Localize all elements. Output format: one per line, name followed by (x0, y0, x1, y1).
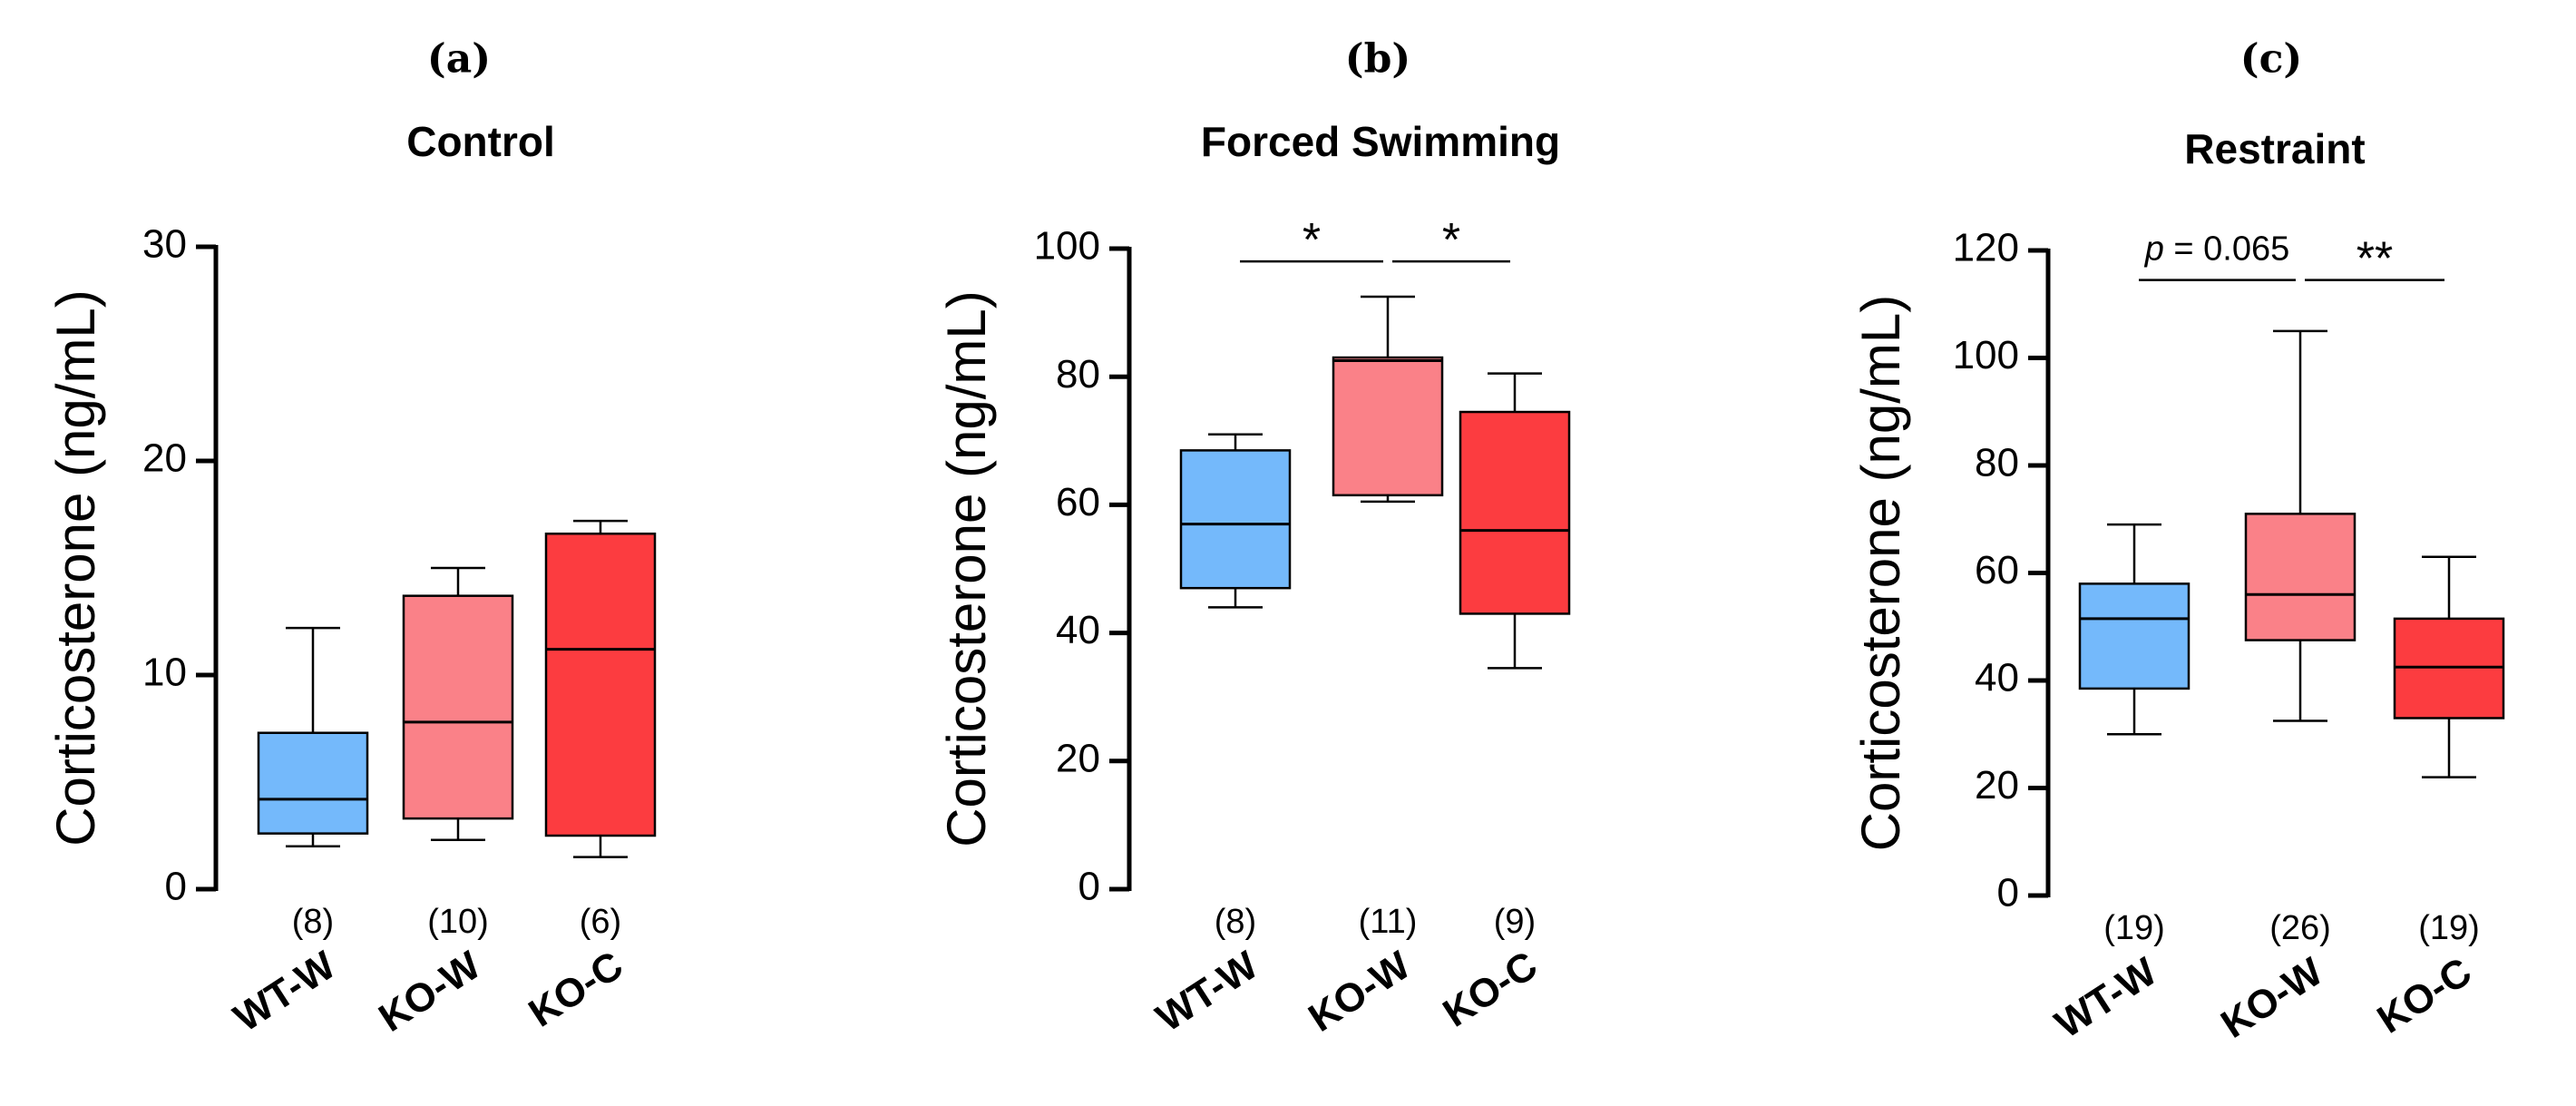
significance-marker: * (1303, 214, 1321, 267)
y-tick-label: 60 (1975, 548, 2019, 592)
panel-2: (b) Forced Swimming Corticosterone (ng/mL)… (936, 36, 1571, 1041)
box-ko-c (1459, 372, 1571, 670)
x-category-label: KO-W (2213, 949, 2331, 1047)
y-tick-label: 0 (1078, 865, 1100, 909)
iqr-box (1179, 449, 1292, 590)
x-category-label: KO-W (1301, 943, 1419, 1041)
iqr-box (1459, 410, 1571, 615)
y-tick-label: 20 (1975, 763, 2019, 807)
sample-size-label: (8) (292, 903, 334, 941)
significance-marker: * (1442, 214, 1460, 267)
chart-title: Restraint (2184, 125, 2365, 172)
sample-size-label: (9) (1494, 903, 1536, 941)
y-tick-label: 20 (142, 436, 187, 481)
y-tick-label: 100 (1034, 224, 1100, 269)
iqr-box (544, 532, 657, 837)
iqr-box (2078, 582, 2191, 690)
y-tick-label: 0 (165, 865, 187, 909)
y-tick-label: 30 (142, 222, 187, 267)
y-tick-label: 80 (1056, 352, 1100, 396)
sample-size-label: (19) (2103, 909, 2165, 947)
x-category-label: KO-C (1435, 943, 1545, 1035)
y-tick-label: 20 (1056, 736, 1100, 780)
sample-size-label: (11) (1359, 903, 1418, 941)
panel-1: (a) Control Corticosterone (ng/mL) 0 10 20 30 (… (45, 36, 657, 1041)
x-category-label: KO-C (521, 943, 630, 1035)
iqr-box (402, 594, 514, 820)
panel-label: (c) (2240, 36, 2302, 83)
panel-3: (c) Restraint Corticosterone (ng/mL) 0 20 40 6… (1850, 36, 2505, 1047)
iqr-box (257, 731, 369, 835)
x-category-label: WT-W (1148, 943, 1266, 1041)
box-wt-w (1179, 433, 1292, 609)
y-tick-label: 120 (1953, 226, 2019, 270)
y-axis-label: Corticosterone (ng/mL) (936, 290, 997, 847)
panel-label: (b) (1345, 36, 1410, 83)
y-tick-label: 100 (1953, 333, 2019, 377)
iqr-box (1332, 356, 1444, 497)
x-category-label: KO-C (2369, 949, 2479, 1042)
y-tick-label: 0 (1997, 871, 2019, 915)
y-tick-label: 40 (1056, 608, 1100, 652)
p-value: = 0.065 (2164, 230, 2289, 269)
box-wt-w (2078, 523, 2191, 736)
box-ko-w (2244, 329, 2356, 722)
sample-size-label: (26) (2269, 909, 2331, 947)
box-ko-w (402, 566, 514, 841)
panel-label: (a) (427, 36, 491, 83)
sample-size-label: (8) (1215, 903, 1256, 941)
p-value-label: p = 0.065 (2144, 230, 2290, 269)
iqr-box (2244, 513, 2356, 641)
x-category-label: WT-W (2047, 949, 2165, 1047)
chart-title: Control (406, 118, 555, 165)
box-ko-c (544, 519, 657, 858)
y-tick-label: 80 (1975, 441, 2019, 485)
chart-title: Forced Swimming (1201, 118, 1560, 165)
y-tick-label: 40 (1975, 656, 2019, 700)
sample-size-label: (6) (580, 903, 621, 941)
y-axis-label: Corticosterone (ng/mL) (1850, 295, 1911, 852)
sample-size-label: (19) (2418, 909, 2480, 947)
x-category-label: WT-W (226, 943, 344, 1041)
significance-marker: ** (2356, 233, 2393, 286)
y-tick-label: 10 (142, 651, 187, 695)
y-tick-label: 60 (1056, 480, 1100, 524)
x-category-label: KO-W (371, 943, 489, 1041)
y-axis-label: Corticosterone (ng/mL) (45, 289, 106, 847)
sample-size-label: (10) (427, 903, 489, 941)
box-ko-c (2393, 555, 2505, 778)
box-wt-w (257, 626, 369, 848)
p-symbol: p (2144, 230, 2164, 269)
box-ko-w (1332, 295, 1444, 504)
